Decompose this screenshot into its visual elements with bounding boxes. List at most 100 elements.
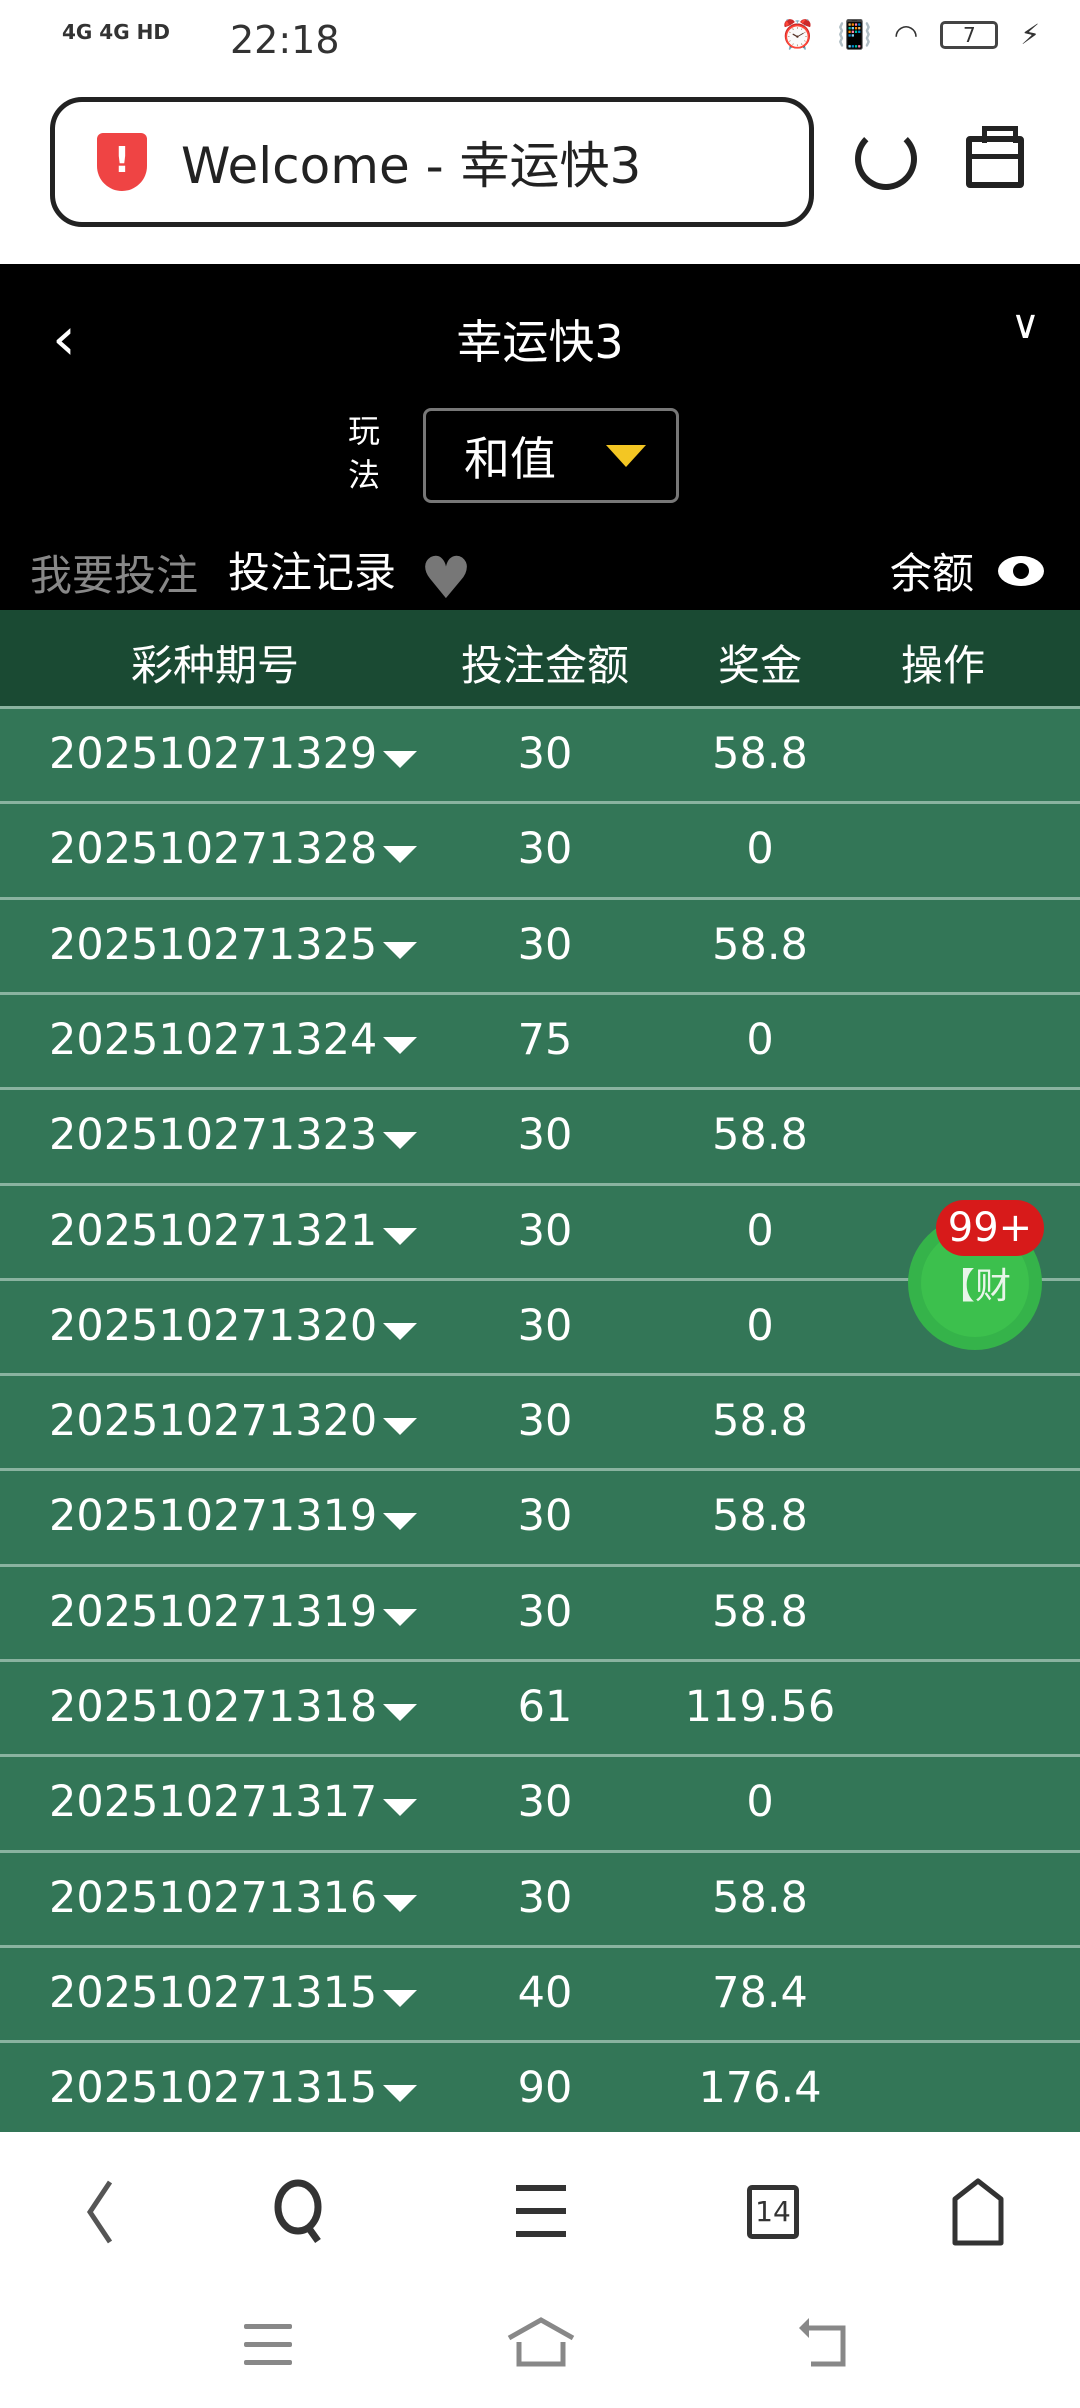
- expand-caret-icon[interactable]: [383, 1989, 417, 2007]
- expand-caret-icon[interactable]: [383, 1418, 417, 1436]
- expand-caret-icon[interactable]: [383, 1894, 417, 1912]
- expand-caret-icon[interactable]: [383, 941, 417, 959]
- expand-caret-icon[interactable]: [383, 846, 417, 864]
- amount-cell: 30: [517, 1491, 573, 1542]
- recents-icon[interactable]: [240, 2320, 296, 2370]
- balance-label: 余额: [889, 549, 974, 598]
- reload-icon[interactable]: [855, 128, 917, 190]
- period-cell: 202510271320: [49, 1396, 378, 1447]
- play-label: 玩法: [348, 412, 381, 494]
- caret-down-icon: [606, 444, 646, 467]
- amount-cell: 30: [517, 1300, 573, 1351]
- prize-cell: 78.4: [712, 1967, 808, 2018]
- table-row[interactable]: 202510271315 40 78.4: [0, 1944, 1080, 2040]
- toolbox-icon[interactable]: [966, 126, 1024, 188]
- clock: 22:18: [230, 18, 340, 62]
- tab-bet-history[interactable]: 投注记录: [228, 539, 397, 616]
- shield-alert-icon[interactable]: !: [97, 133, 147, 191]
- amount-cell: 75: [517, 1014, 573, 1065]
- table-row[interactable]: 202510271318 61 119.56: [0, 1659, 1080, 1754]
- period-cell: 202510271323: [49, 1110, 378, 1161]
- home-icon[interactable]: [505, 2316, 577, 2372]
- back-icon[interactable]: [797, 2316, 853, 2372]
- col-amount: 投注金额: [460, 641, 630, 690]
- expand-caret-icon[interactable]: [383, 1322, 417, 1340]
- expand-caret-icon[interactable]: [383, 1036, 417, 1054]
- expand-caret-icon[interactable]: [383, 1608, 417, 1626]
- table-row[interactable]: 202510271328 30 0: [0, 801, 1080, 896]
- search-icon[interactable]: [272, 2177, 328, 2247]
- chevron-down-icon[interactable]: ∨: [1010, 302, 1040, 348]
- amount-cell: 30: [517, 824, 573, 875]
- prize-cell: 58.8: [712, 1110, 808, 1161]
- amount-cell: 61: [517, 1682, 573, 1732]
- address-bar[interactable]: ! Welcome - 幸运快3: [50, 97, 814, 227]
- charging-icon: ⚡: [1020, 18, 1040, 51]
- lottery-title: 幸运快3: [456, 315, 624, 369]
- expand-caret-icon[interactable]: [383, 1513, 417, 1531]
- expand-caret-icon[interactable]: [383, 1704, 417, 1721]
- amount-cell: 30: [517, 919, 573, 970]
- expand-caret-icon[interactable]: [383, 1799, 417, 1817]
- amount-cell: 30: [517, 1205, 573, 1256]
- wifi-icon: ◠: [893, 18, 919, 51]
- battery-icon: 7: [940, 20, 999, 49]
- signal-icon: 4G 4G HD: [62, 20, 170, 44]
- menu-icon[interactable]: [512, 2177, 568, 2247]
- amount-cell: 30: [517, 1586, 573, 1637]
- amount-cell: 30: [517, 729, 573, 779]
- col-period: 彩种期号: [130, 641, 300, 690]
- prize-cell: 58.8: [712, 919, 808, 970]
- table-row[interactable]: 202510271317 30 0: [0, 1754, 1080, 1849]
- amount-cell: 90: [517, 2063, 573, 2114]
- status-bar: 4G 4G HD 22:18 ⏰ 📳 ◠ 7 ⚡: [0, 0, 1080, 80]
- col-prize: 奖金: [717, 641, 803, 690]
- period-cell: 202510271325: [49, 919, 378, 970]
- table-row[interactable]: 202510271315 90 176.4: [0, 2040, 1080, 2132]
- prize-cell: 58.8: [712, 729, 808, 779]
- prize-cell: 176.4: [698, 2063, 822, 2114]
- period-cell: 202510271329: [49, 729, 378, 779]
- play-value: 和值: [464, 431, 556, 486]
- app-header: ‹ 幸运快3 ∨ 玩法 和值 我要投注 投注记录 ♥ 余额: [0, 264, 1080, 616]
- table-row[interactable]: 202510271329 30 58.8: [0, 706, 1080, 801]
- back-icon[interactable]: ‹: [52, 304, 76, 374]
- notification-badge: 99+: [936, 1200, 1044, 1256]
- prize-cell: 0: [746, 824, 774, 875]
- table-row[interactable]: 202510271323 30 58.8: [0, 1087, 1080, 1182]
- expand-caret-icon[interactable]: [383, 1132, 417, 1150]
- prize-cell: 58.8: [712, 1586, 808, 1637]
- period-cell: 202510271324: [49, 1014, 378, 1065]
- amount-cell: 30: [517, 1110, 573, 1161]
- expand-caret-icon[interactable]: [383, 2085, 417, 2103]
- expand-caret-icon[interactable]: [383, 751, 417, 768]
- tab-place-bet[interactable]: 我要投注: [30, 551, 199, 600]
- period-cell: 202510271318: [49, 1682, 378, 1732]
- tabs-icon[interactable]: 14: [747, 2185, 799, 2239]
- expand-caret-icon[interactable]: [383, 1227, 417, 1245]
- table-row[interactable]: 202510271321 30 0: [0, 1182, 1080, 1278]
- back-icon[interactable]: [80, 2177, 120, 2247]
- table-row[interactable]: 202510271325 30 58.8: [0, 896, 1080, 992]
- table-row[interactable]: 202510271319 30 58.8: [0, 1563, 1080, 1659]
- alarm-icon: ⏰: [780, 18, 816, 51]
- prize-cell: 58.8: [712, 1396, 808, 1447]
- prize-cell: 0: [746, 1014, 774, 1065]
- prize-cell: 0: [746, 1777, 774, 1828]
- prize-cell: 119.56: [684, 1682, 836, 1732]
- amount-cell: 30: [517, 1396, 573, 1447]
- table-row[interactable]: 202510271319 30 58.8: [0, 1468, 1080, 1563]
- period-cell: 202510271328: [49, 824, 378, 875]
- home-icon[interactable]: [950, 2177, 1006, 2247]
- prize-cell: 0: [746, 1205, 774, 1256]
- table-row[interactable]: 202510271320 30 58.8: [0, 1373, 1080, 1468]
- heart-icon[interactable]: ♥: [420, 543, 473, 612]
- eye-icon[interactable]: [998, 555, 1044, 586]
- play-select[interactable]: 和值: [423, 408, 679, 503]
- page-title: Welcome - 幸运快3: [181, 137, 642, 195]
- table-row[interactable]: 202510271320 30 0: [0, 1277, 1080, 1373]
- system-nav-bar: [0, 2292, 1080, 2408]
- col-action: 操作: [900, 641, 986, 690]
- table-row[interactable]: 202510271316 30 58.8: [0, 1849, 1080, 1945]
- table-row[interactable]: 202510271324 75 0: [0, 991, 1080, 1087]
